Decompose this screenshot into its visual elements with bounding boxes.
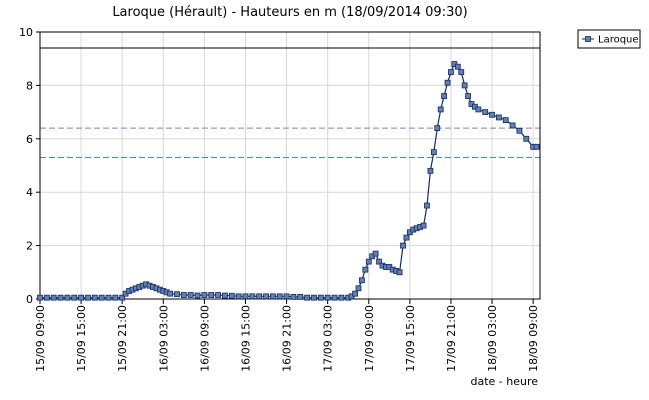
data-point: [338, 294, 345, 301]
data-point: [208, 292, 215, 298]
data-point: [256, 293, 263, 300]
data-point: [119, 294, 126, 301]
data-point: [78, 294, 84, 301]
data-point: [465, 93, 471, 99]
plot-area: [40, 32, 540, 299]
y-tick-label: 0: [26, 293, 33, 306]
legend-label: Laroque: [598, 35, 639, 46]
data-point: [283, 293, 290, 300]
data-point: [37, 294, 43, 301]
y-tick-label: 8: [26, 79, 33, 92]
data-point: [98, 294, 105, 301]
data-point: [400, 242, 406, 249]
data-point: [91, 294, 98, 301]
data-point: [167, 290, 174, 297]
x-tick-label: 15/09 15:00: [75, 305, 88, 372]
data-point: [509, 122, 516, 129]
data-point: [324, 294, 331, 301]
x-tick-label: 16/09 15:00: [239, 305, 252, 372]
data-point: [352, 290, 358, 297]
y-tick-label: 6: [26, 133, 33, 146]
data-point: [437, 106, 444, 113]
data-point: [365, 258, 372, 265]
chart-title: Laroque (Hérault) - Hauteurs en m (18/09…: [112, 5, 467, 20]
data-point: [355, 285, 362, 292]
x-tick-label: 16/09 21:00: [281, 305, 294, 372]
data-point: [489, 111, 495, 118]
data-point: [317, 294, 324, 301]
x-tick-label: 15/09 21:00: [116, 305, 129, 372]
data-point: [180, 292, 187, 298]
data-point: [290, 293, 297, 300]
data-point: [105, 294, 112, 301]
data-point: [331, 294, 338, 301]
data-point: [482, 109, 489, 115]
x-tick-label: 17/09 03:00: [322, 305, 335, 372]
data-point: [269, 293, 276, 300]
data-point: [496, 114, 502, 121]
data-point: [362, 266, 369, 273]
data-point: [304, 294, 311, 301]
data-point: [311, 294, 317, 301]
data-point: [222, 292, 228, 299]
data-point: [359, 277, 365, 284]
x-tick-label: 16/09 09:00: [198, 305, 211, 372]
data-point: [201, 292, 208, 298]
legend-box: [577, 29, 641, 49]
data-point: [57, 294, 64, 301]
data-point: [441, 93, 448, 99]
data-point: [434, 125, 441, 132]
data-point: [43, 294, 50, 301]
data-point: [242, 293, 249, 300]
data-point: [475, 106, 482, 113]
data-point: [215, 292, 221, 298]
data-point: [228, 292, 235, 299]
data-point: [444, 79, 451, 86]
data-point: [424, 202, 430, 209]
y-tick-label: 2: [26, 240, 33, 253]
data-point: [50, 294, 57, 301]
data-point: [448, 69, 454, 75]
data-point: [516, 127, 523, 134]
x-axis-label: date - heure: [470, 375, 538, 388]
data-point: [396, 269, 403, 276]
x-tick-label: 16/09 03:00: [157, 305, 170, 372]
data-point: [376, 258, 382, 265]
data-point: [458, 69, 465, 75]
data-point: [263, 293, 269, 300]
data-point: [523, 135, 530, 142]
x-tick-label: 15/09 09:00: [34, 305, 47, 372]
data-point: [187, 292, 194, 298]
data-point: [194, 292, 201, 299]
data-point: [430, 149, 437, 156]
data-point: [427, 167, 434, 174]
data-point: [174, 291, 180, 298]
data-point: [403, 234, 410, 241]
x-tick-label: 18/09 09:00: [527, 305, 540, 372]
data-point: [461, 82, 468, 89]
data-point: [71, 294, 78, 301]
x-tick-label: 17/09 15:00: [404, 305, 417, 372]
data-point: [235, 293, 242, 300]
data-point: [420, 222, 427, 229]
data-point: [372, 250, 379, 257]
data-point: [297, 293, 304, 300]
x-tick-label: 17/09 09:00: [363, 305, 376, 372]
x-tick-label: 18/09 03:00: [486, 305, 499, 372]
x-tick-label: 17/09 21:00: [445, 305, 458, 372]
data-point: [85, 294, 91, 301]
plot-frame: [39, 31, 541, 300]
legend-marker: [585, 36, 591, 42]
data-point: [112, 294, 119, 301]
data-point: [249, 293, 256, 300]
data-point: [276, 293, 283, 300]
y-tick-label: 4: [26, 186, 33, 199]
data-point: [533, 143, 540, 150]
data-point: [64, 294, 71, 301]
y-tick-label: 10: [19, 26, 33, 39]
data-point: [454, 63, 461, 70]
data-point: [502, 117, 509, 124]
